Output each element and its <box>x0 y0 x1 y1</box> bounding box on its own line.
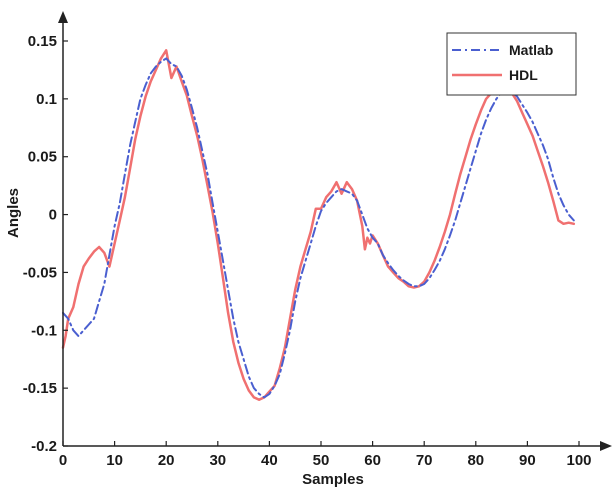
x-tick-label: 90 <box>519 452 536 469</box>
x-ticks: 0 10 20 30 40 50 60 70 80 90 100 <box>59 441 592 469</box>
x-tick-label: 40 <box>261 452 278 469</box>
y-tick-label: -0.05 <box>23 264 57 281</box>
legend-box <box>446 32 577 96</box>
x-tick-label: 100 <box>566 452 591 469</box>
legend-label-matlab: Matlab <box>509 42 553 58</box>
x-axis-arrow-icon <box>600 441 612 451</box>
y-tick-label: 0 <box>49 207 57 224</box>
y-tick-label: -0.15 <box>23 380 57 397</box>
x-tick-label: 60 <box>364 452 381 469</box>
legend-label-hdl: HDL <box>509 67 538 83</box>
y-tick-label: -0.1 <box>31 322 57 339</box>
y-tick-label: 0.15 <box>28 33 57 50</box>
x-tick-label: 20 <box>158 452 175 469</box>
x-tick-label: 30 <box>209 452 226 469</box>
x-axis-title: Samples <box>302 471 364 488</box>
y-axis-title: Angles <box>5 188 22 238</box>
x-tick-label: 50 <box>313 452 330 469</box>
x-tick-label: 80 <box>467 452 484 469</box>
plot-area <box>61 49 576 401</box>
series-line-matlab <box>62 57 575 399</box>
x-tick-label: 0 <box>59 452 67 469</box>
x-tick-label: 70 <box>416 452 433 469</box>
y-ticks: -0.2 -0.15 -0.1 -0.05 0 0.05 0.1 0.15 <box>23 33 68 455</box>
x-tick-label: 10 <box>106 452 123 469</box>
legend: Matlab HDL <box>446 32 577 96</box>
axes <box>58 11 612 451</box>
y-tick-label: 0.1 <box>36 91 57 108</box>
series-line-hdl <box>61 49 576 401</box>
y-tick-label: -0.2 <box>31 438 57 455</box>
y-axis-arrow-icon <box>58 11 68 23</box>
y-tick-label: 0.05 <box>28 149 57 166</box>
